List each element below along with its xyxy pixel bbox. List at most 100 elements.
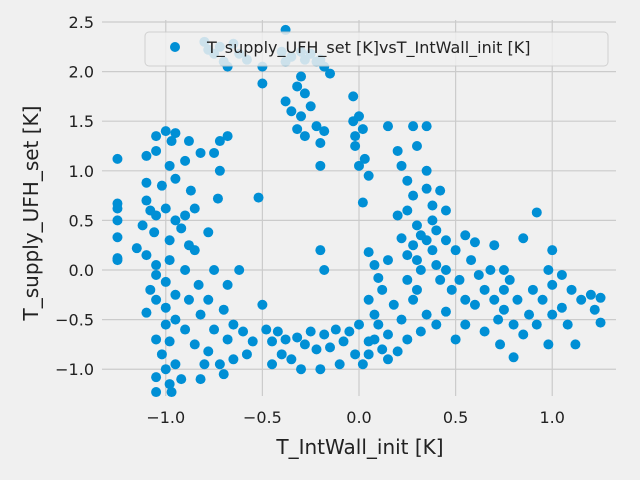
data-point	[396, 314, 407, 325]
data-point	[176, 223, 187, 234]
data-point	[363, 349, 374, 360]
data-point	[334, 359, 345, 370]
data-point	[212, 193, 223, 204]
data-point	[228, 319, 239, 330]
y-tick-label: −1.0	[55, 360, 94, 379]
data-point	[253, 192, 264, 203]
data-point	[195, 309, 206, 320]
data-point	[524, 309, 535, 320]
y-tick-label: −0.5	[55, 311, 94, 330]
data-point	[350, 349, 361, 360]
data-point	[299, 339, 310, 350]
data-point	[427, 200, 438, 211]
data-point	[156, 180, 167, 191]
data-point	[363, 294, 374, 305]
data-point	[261, 324, 272, 335]
data-point	[292, 124, 303, 135]
data-point	[421, 309, 432, 320]
data-point	[547, 309, 558, 320]
data-point	[151, 260, 162, 271]
data-point	[267, 336, 278, 347]
data-point	[325, 342, 336, 353]
data-point	[411, 140, 422, 151]
data-point	[141, 307, 152, 318]
data-point	[131, 243, 142, 254]
y-tick-label: 0.0	[69, 261, 94, 280]
data-point	[489, 294, 500, 305]
data-point	[180, 210, 191, 221]
data-point	[151, 334, 162, 345]
data-point	[440, 235, 451, 246]
data-point	[570, 339, 581, 350]
data-point	[170, 173, 181, 184]
data-point	[160, 203, 171, 214]
data-point	[498, 265, 509, 276]
data-point	[377, 344, 388, 355]
tick-labels: −1.0 −0.5 0.0 0.5 1.0 −1.0 −0.5 0.0 0.5 1.0 1.5 2.0…	[55, 13, 565, 427]
data-point	[292, 81, 303, 92]
data-point	[170, 314, 181, 325]
data-point	[357, 197, 368, 208]
data-point	[518, 329, 529, 340]
data-point	[392, 346, 403, 357]
x-tick-label: 0.5	[443, 408, 468, 427]
data-point	[214, 136, 225, 147]
data-point	[112, 215, 123, 226]
data-point	[325, 68, 336, 79]
data-point	[149, 227, 160, 238]
data-point	[193, 279, 204, 290]
data-point	[315, 138, 326, 149]
data-point	[180, 155, 191, 166]
y-tick-label: 2.0	[69, 63, 94, 82]
data-point	[595, 317, 606, 328]
data-point	[238, 326, 249, 337]
data-point	[164, 160, 175, 171]
data-point	[382, 354, 393, 365]
data-point	[160, 364, 171, 375]
data-point	[141, 250, 152, 261]
data-point	[392, 210, 403, 221]
data-point	[402, 205, 413, 216]
data-point	[518, 233, 529, 244]
data-point	[247, 336, 258, 347]
data-point	[199, 359, 210, 370]
data-point	[296, 71, 307, 82]
data-point	[369, 309, 380, 320]
data-point	[350, 140, 361, 151]
data-point	[189, 245, 200, 256]
data-point	[382, 121, 393, 132]
data-point	[189, 203, 200, 214]
data-point	[292, 332, 303, 343]
data-point	[241, 349, 252, 360]
data-point	[359, 153, 370, 164]
y-tick-label: 2.5	[69, 13, 94, 32]
data-point	[543, 265, 554, 276]
data-point	[195, 147, 206, 158]
data-point	[151, 145, 162, 156]
data-point	[338, 336, 349, 347]
data-point	[170, 128, 181, 139]
data-point	[440, 265, 451, 276]
data-point	[257, 78, 268, 89]
data-point	[228, 354, 239, 365]
data-point	[556, 269, 567, 280]
data-point	[369, 260, 380, 271]
data-point	[566, 284, 577, 295]
data-point	[160, 302, 171, 313]
data-point	[354, 319, 364, 330]
data-point	[164, 255, 175, 266]
data-point	[299, 131, 310, 142]
data-point	[431, 319, 442, 330]
data-point	[160, 276, 171, 287]
data-point	[585, 289, 596, 300]
data-point	[180, 265, 191, 276]
data-point	[495, 339, 506, 350]
data-point	[330, 324, 341, 335]
data-point	[504, 274, 515, 285]
data-point	[498, 304, 509, 315]
data-point	[415, 265, 426, 276]
data-point	[141, 195, 152, 206]
data-point	[531, 207, 542, 218]
data-point	[508, 319, 519, 330]
